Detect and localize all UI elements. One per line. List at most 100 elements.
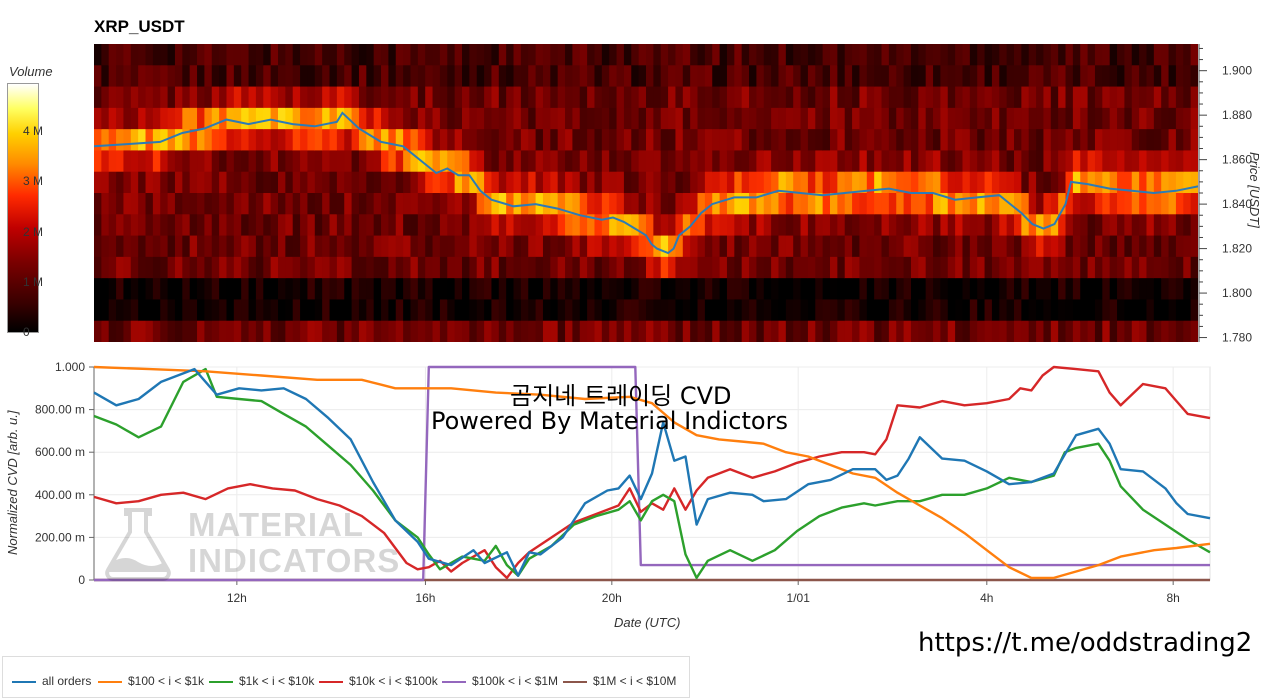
heatmap-cell [910, 129, 919, 152]
heatmap-cell [616, 214, 625, 237]
heatmap-cell [682, 65, 691, 88]
heatmap-cell [1190, 278, 1198, 301]
heatmap-cell [403, 235, 412, 258]
heatmap-cell [881, 65, 890, 88]
heatmap-cell [528, 235, 537, 258]
heatmap-cell [94, 256, 102, 279]
heatmap-cell [778, 235, 787, 258]
heatmap-cell [381, 171, 389, 194]
heatmap-cell [822, 150, 831, 173]
heatmap-cell [741, 65, 750, 88]
heatmap-cell [763, 256, 772, 279]
heatmap-cell [314, 320, 323, 342]
heatmap-cell [668, 193, 677, 215]
heatmap-cell [167, 44, 176, 66]
legend-item[interactable]: $1k < i < $10k [209, 674, 314, 688]
heatmap-cell [609, 235, 618, 258]
heatmap-cell [292, 171, 301, 194]
heatmap-cell [616, 193, 625, 215]
heatmap-cell [741, 107, 750, 130]
heatmap-cell [638, 278, 647, 301]
heatmap-cell [609, 44, 618, 66]
heatmap-cell [439, 65, 448, 88]
heatmap-cell [830, 150, 838, 173]
heatmap-cell [888, 65, 897, 88]
heatmap-cell [668, 278, 677, 301]
heatmap-cell [969, 65, 978, 88]
heatmap-cell [675, 44, 684, 66]
legend-item[interactable]: $100 < i < $1k [98, 674, 204, 688]
legend-item[interactable]: all orders [12, 674, 91, 688]
heatmap-cell [388, 235, 397, 258]
heatmap-cell [874, 86, 883, 109]
heatmap-cell [1006, 214, 1015, 237]
heatmap-cell [160, 320, 169, 342]
heatmap-cell [896, 65, 905, 88]
heatmap-cell [704, 65, 713, 88]
heatmap-cell [977, 299, 986, 322]
heatmap-cell [859, 86, 868, 109]
heatmap-cell [1168, 214, 1177, 237]
heatmap-cell [344, 171, 353, 194]
heatmap-cell [484, 129, 493, 152]
heatmap-cell [1043, 256, 1052, 279]
heatmap-cell [704, 129, 713, 152]
telegram-url[interactable]: https://t.me/oddstrading2 [918, 628, 1253, 658]
heatmap-cell [815, 86, 824, 109]
heatmap-cell [719, 107, 728, 130]
heatmap-cell [910, 150, 919, 173]
heatmap-cell [410, 193, 419, 215]
heatmap-cell [1036, 171, 1045, 194]
legend-item[interactable]: $1M < i < $10M [563, 674, 676, 688]
heatmap-cell [469, 214, 478, 237]
heatmap-cell [182, 150, 191, 173]
heatmap-cell [160, 299, 169, 322]
heatmap-cell [999, 65, 1008, 88]
legend-item[interactable]: $100k < i < $1M [442, 674, 558, 688]
heatmap-cell [101, 129, 110, 152]
heatmap-cell [138, 171, 147, 194]
heatmap-cell [160, 86, 169, 109]
heatmap-cell [800, 171, 809, 194]
heatmap-cell [300, 320, 309, 342]
heatmap-cell [660, 86, 669, 109]
heatmap-cell [476, 129, 485, 152]
heatmap-cell [226, 86, 235, 109]
heatmap-cell [881, 235, 890, 258]
heatmap-cell [1161, 129, 1170, 152]
legend-item[interactable]: $10k < i < $100k [319, 674, 438, 688]
heatmap-cell [918, 86, 927, 109]
heatmap-cell [859, 44, 868, 66]
heatmap-cell [756, 171, 765, 194]
heatmap-cell [888, 107, 897, 130]
heatmap-cell [1072, 235, 1081, 258]
heatmap-cell [322, 86, 331, 109]
heatmap-cell [520, 107, 529, 130]
heatmap-cell [704, 299, 713, 322]
heatmap-cell [395, 44, 404, 66]
heatmap-cell [1109, 171, 1118, 194]
heatmap-cell [1124, 193, 1133, 215]
heatmap-cell [336, 320, 345, 342]
heatmap-cell [947, 299, 956, 322]
heatmap-cell [292, 299, 301, 322]
heatmap-cell [962, 299, 971, 322]
heatmap-cell [962, 44, 971, 66]
heatmap-cell [601, 320, 610, 342]
heatmap-cell [145, 65, 154, 88]
heatmap-cell [204, 171, 213, 194]
heatmap-cell [903, 299, 912, 322]
heatmap-cell [292, 278, 301, 301]
heatmap-cell [1050, 107, 1059, 130]
heatmap-cell [859, 65, 868, 88]
heatmap-cell [1124, 278, 1133, 301]
heatmap-cell [432, 65, 441, 88]
heatmap-cell [844, 235, 853, 258]
heatmap-cell [226, 299, 235, 322]
heatmap-cell [991, 107, 1000, 130]
heatmap-cell [565, 129, 573, 152]
heatmap-cell [219, 150, 228, 173]
heatmap-cell [351, 235, 360, 258]
heatmap-cell [999, 278, 1008, 301]
heatmap-cell [439, 235, 448, 258]
